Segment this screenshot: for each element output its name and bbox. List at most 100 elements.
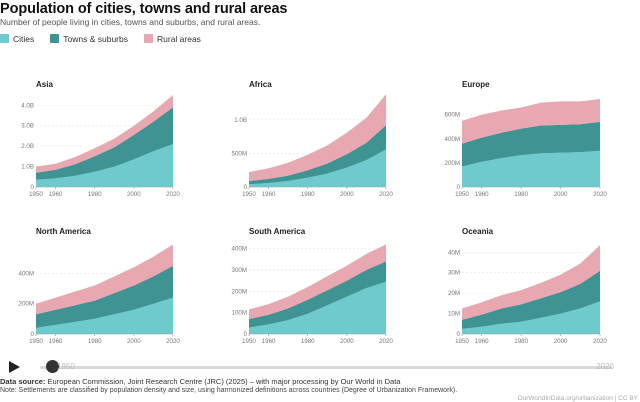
legend-item-towns[interactable]: Towns & suburbs — [50, 34, 128, 44]
x-tick-label: 1960 — [49, 338, 63, 345]
area-towns-suburbs — [249, 261, 386, 328]
x-tick-label: 2020 — [379, 191, 393, 198]
chart-subtitle: Number of people living in cities, towns… — [0, 17, 261, 27]
y-tick-label: 400M — [445, 136, 460, 143]
y-tick-label: 0 — [457, 184, 461, 191]
y-tick-label: 0 — [244, 331, 248, 338]
x-tick-label: 2020 — [379, 338, 393, 345]
area-cities — [36, 297, 173, 334]
source-label: Data source: — [0, 377, 46, 386]
panel-title: South America — [249, 227, 306, 236]
x-tick-label: 2020 — [166, 191, 180, 198]
x-tick-label: 1980 — [301, 191, 315, 198]
x-tick-label: 1980 — [301, 338, 315, 345]
area-cities — [249, 281, 386, 334]
panel-title: Europe — [462, 80, 490, 89]
credit-link[interactable]: OurWorldInData.org/urbanization | CC BY — [517, 395, 638, 402]
chart-title: Population of cities, towns and rural ar… — [0, 1, 288, 17]
timeline-end-label: 2020 — [596, 362, 614, 371]
x-tick-label: 1960 — [262, 338, 276, 345]
legend-label-towns: Towns & suburbs — [63, 33, 128, 44]
area-rural-areas — [36, 95, 173, 173]
y-tick-label: 40M — [448, 249, 460, 256]
y-tick-label: 200M — [19, 301, 34, 308]
legend-item-rural[interactable]: Rural areas — [144, 34, 201, 44]
x-tick-label: 1960 — [262, 191, 276, 198]
x-tick-label: 1950 — [455, 338, 469, 345]
panel-title: North America — [36, 227, 91, 236]
timeline-handle[interactable] — [46, 360, 59, 373]
y-tick-label: 10M — [448, 311, 460, 318]
y-tick-label: 2.0B — [21, 143, 34, 150]
y-tick-label: 30M — [448, 270, 460, 277]
y-tick-label: 200M — [445, 160, 460, 167]
legend-swatch-rural — [144, 34, 153, 43]
x-tick-label: 2000 — [340, 338, 354, 345]
y-tick-label: 200M — [232, 288, 247, 295]
y-tick-label: 500M — [232, 150, 247, 157]
area-rural-areas — [249, 94, 386, 181]
y-tick-label: 400M — [19, 270, 34, 277]
play-icon[interactable] — [9, 361, 20, 373]
area-cities — [36, 144, 173, 187]
legend-item-cities[interactable]: Cities — [0, 34, 34, 44]
x-tick-label: 2000 — [554, 338, 568, 345]
timeline-start-label: 1950 — [57, 362, 75, 371]
x-tick-label: 1950 — [242, 338, 256, 345]
x-tick-label: 1980 — [88, 338, 102, 345]
x-tick-label: 2020 — [593, 191, 607, 198]
area-cities — [462, 301, 600, 334]
source-text: European Commission, Joint Research Cent… — [47, 377, 401, 386]
timeline: 1950 2020 — [0, 357, 640, 377]
y-tick-label: 4.0B — [21, 102, 34, 109]
y-tick-label: 0 — [244, 184, 248, 191]
y-tick-label: 0 — [31, 331, 35, 338]
source-line: Data source: European Commission, Joint … — [0, 377, 400, 386]
area-towns-suburbs — [249, 125, 386, 185]
y-tick-label: 1.0B — [234, 117, 247, 124]
legend-label-cities: Cities — [13, 33, 35, 44]
area-towns-suburbs — [462, 270, 600, 329]
x-tick-label: 2000 — [340, 191, 354, 198]
y-tick-label: 400M — [232, 246, 247, 253]
x-tick-label: 1950 — [29, 191, 43, 198]
x-tick-label: 2020 — [593, 338, 607, 345]
footnote: Note: Settlements are classified by popu… — [0, 387, 458, 394]
x-tick-label: 1950 — [242, 191, 256, 198]
legend-label-rural: Rural areas — [157, 33, 201, 44]
area-towns-suburbs — [462, 121, 600, 167]
y-tick-label: 100M — [232, 310, 247, 317]
y-tick-label: 0 — [457, 331, 461, 338]
x-tick-label: 1950 — [29, 338, 43, 345]
x-tick-label: 1980 — [514, 191, 528, 198]
y-tick-label: 3.0B — [21, 123, 34, 130]
y-tick-label: 300M — [232, 267, 247, 274]
panel-title: Africa — [249, 80, 272, 89]
area-rural-areas — [36, 244, 173, 315]
x-tick-label: 1950 — [455, 191, 469, 198]
y-tick-label: 0 — [31, 184, 35, 191]
x-tick-label: 1980 — [514, 338, 528, 345]
area-cities — [249, 149, 386, 187]
legend-swatch-cities — [0, 34, 9, 43]
x-tick-label: 1960 — [475, 338, 489, 345]
y-tick-label: 600M — [445, 112, 460, 119]
y-tick-label: 20M — [448, 290, 460, 297]
legend: Cities Towns & suburbs Rural areas — [0, 33, 217, 44]
area-towns-suburbs — [36, 107, 173, 180]
panel-title: Oceania — [462, 227, 494, 236]
timeline-track[interactable] — [40, 366, 612, 369]
legend-swatch-towns — [50, 34, 60, 43]
area-rural-areas — [462, 99, 600, 144]
x-tick-label: 1980 — [88, 191, 102, 198]
x-tick-label: 2000 — [127, 338, 141, 345]
x-tick-label: 1960 — [475, 191, 489, 198]
area-rural-areas — [249, 244, 386, 319]
